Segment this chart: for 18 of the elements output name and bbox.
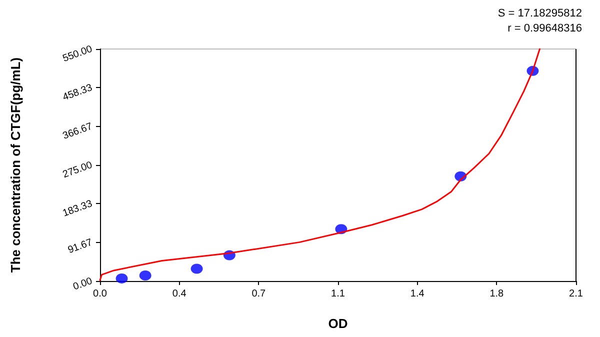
y-tick-label: 550.00: [61, 44, 94, 65]
x-tick-label: 0.0: [93, 288, 108, 300]
y-axis-title: The concentration of CTGF(pg/mL): [8, 57, 23, 273]
x-tick-label: 1.4: [410, 288, 425, 300]
x-tick-label: 2.1: [569, 288, 584, 300]
y-tick-label: 91.67: [66, 237, 94, 256]
x-tick-label: 1.1: [331, 288, 346, 300]
x-tick-label: 0.7: [252, 288, 266, 300]
y-tick-label: 0.00: [72, 276, 94, 293]
y-tick-label: 458.33: [61, 82, 94, 104]
x-tick-label: 1.8: [490, 288, 504, 300]
x-tick-label: 0.4: [172, 288, 187, 300]
y-tick-label: 275.00: [61, 160, 94, 181]
text: S = 17.18295812: [498, 8, 582, 20]
y-tick-label: 366.67: [61, 121, 94, 142]
x-axis-title: OD: [328, 316, 348, 331]
y-tick-label: 183.33: [61, 198, 94, 220]
text: r = 0.99648316: [508, 22, 582, 34]
